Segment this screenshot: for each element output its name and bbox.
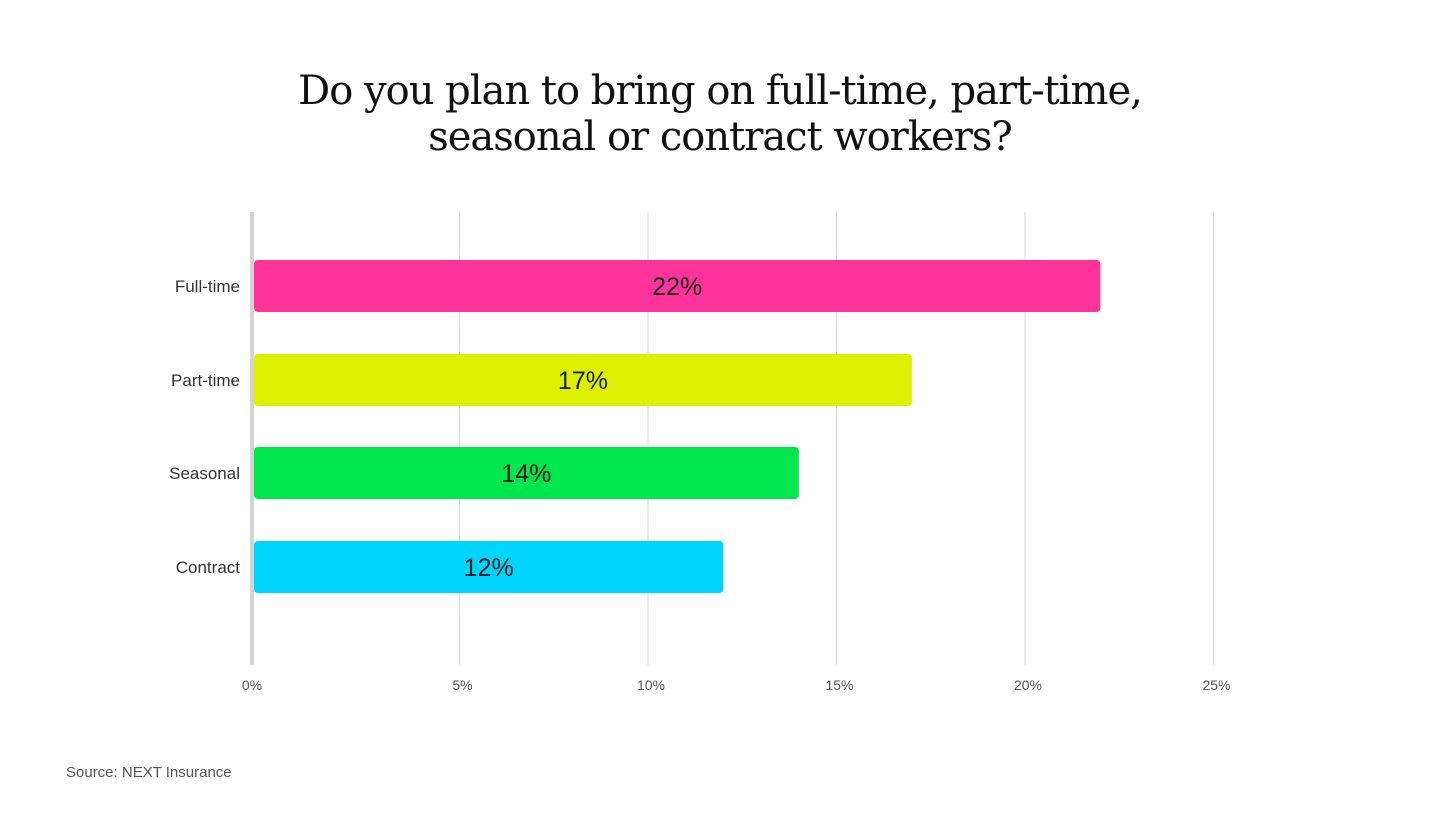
source-note: Source: NEXT Insurance xyxy=(66,764,232,781)
chart-title-line-1: Do you plan to bring on full-time, part-… xyxy=(298,68,1143,114)
x-tick-label: 5% xyxy=(452,677,472,693)
x-tick-label: 0% xyxy=(242,677,262,693)
x-tick-label: 15% xyxy=(825,677,853,693)
bar-full-time xyxy=(254,260,1101,312)
data-label: 17% xyxy=(558,367,608,395)
data-label: 12% xyxy=(464,554,514,582)
category-label: Seasonal xyxy=(169,464,240,483)
bar-seasonal xyxy=(254,447,799,499)
bar-part-time xyxy=(254,354,912,406)
chart-title: Do you plan to bring on full-time, part-… xyxy=(0,68,1440,160)
chart-title-line-2: seasonal or contract workers? xyxy=(428,114,1013,160)
x-tick-label: 25% xyxy=(1202,677,1230,693)
data-label: 22% xyxy=(652,273,702,301)
x-tick-label: 20% xyxy=(1014,677,1042,693)
category-label: Part-time xyxy=(171,371,240,390)
category-label: Full-time xyxy=(175,277,240,296)
bar-contract xyxy=(254,541,724,593)
data-label: 14% xyxy=(501,460,551,488)
x-tick-label: 10% xyxy=(637,677,665,693)
category-label: Contract xyxy=(176,558,241,577)
